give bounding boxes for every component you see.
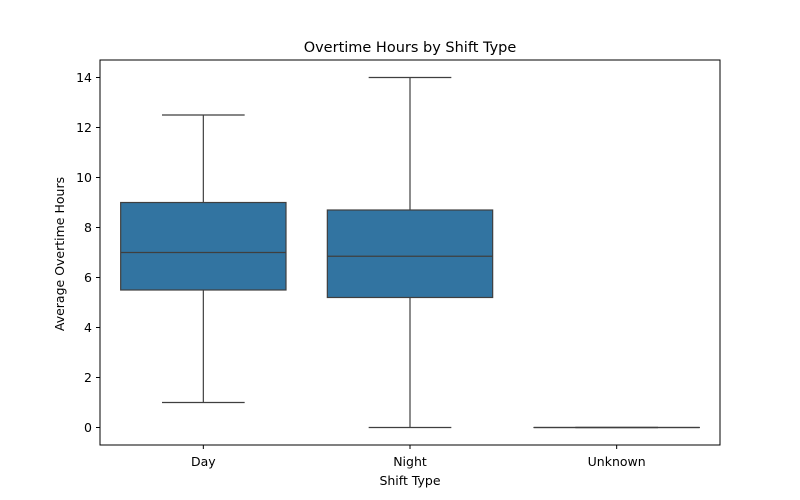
box-night <box>326 209 494 299</box>
chart-title: Overtime Hours by Shift Type <box>304 40 517 56</box>
y-tick-label: 0 <box>84 420 92 435</box>
x-tick-label: Day <box>191 454 216 469</box>
y-tick-label: 12 <box>76 120 92 135</box>
x-tick-label: Unknown <box>588 454 646 469</box>
plot-area: 0 2 4 6 8 10 12 14 Day Night Unknown <box>76 59 721 469</box>
x-tick-label: Night <box>393 454 427 469</box>
box-day <box>120 201 287 291</box>
y-axis-label: Average Overtime Hours <box>52 177 67 331</box>
y-tick-label: 10 <box>76 170 92 185</box>
y-tick-label: 14 <box>76 70 92 85</box>
y-tick-label: 4 <box>84 320 92 335</box>
x-axis-label: Shift Type <box>379 473 440 488</box>
y-tick-label: 8 <box>84 220 92 235</box>
y-tick-label: 2 <box>84 370 92 385</box>
y-tick-label: 6 <box>84 270 92 285</box>
